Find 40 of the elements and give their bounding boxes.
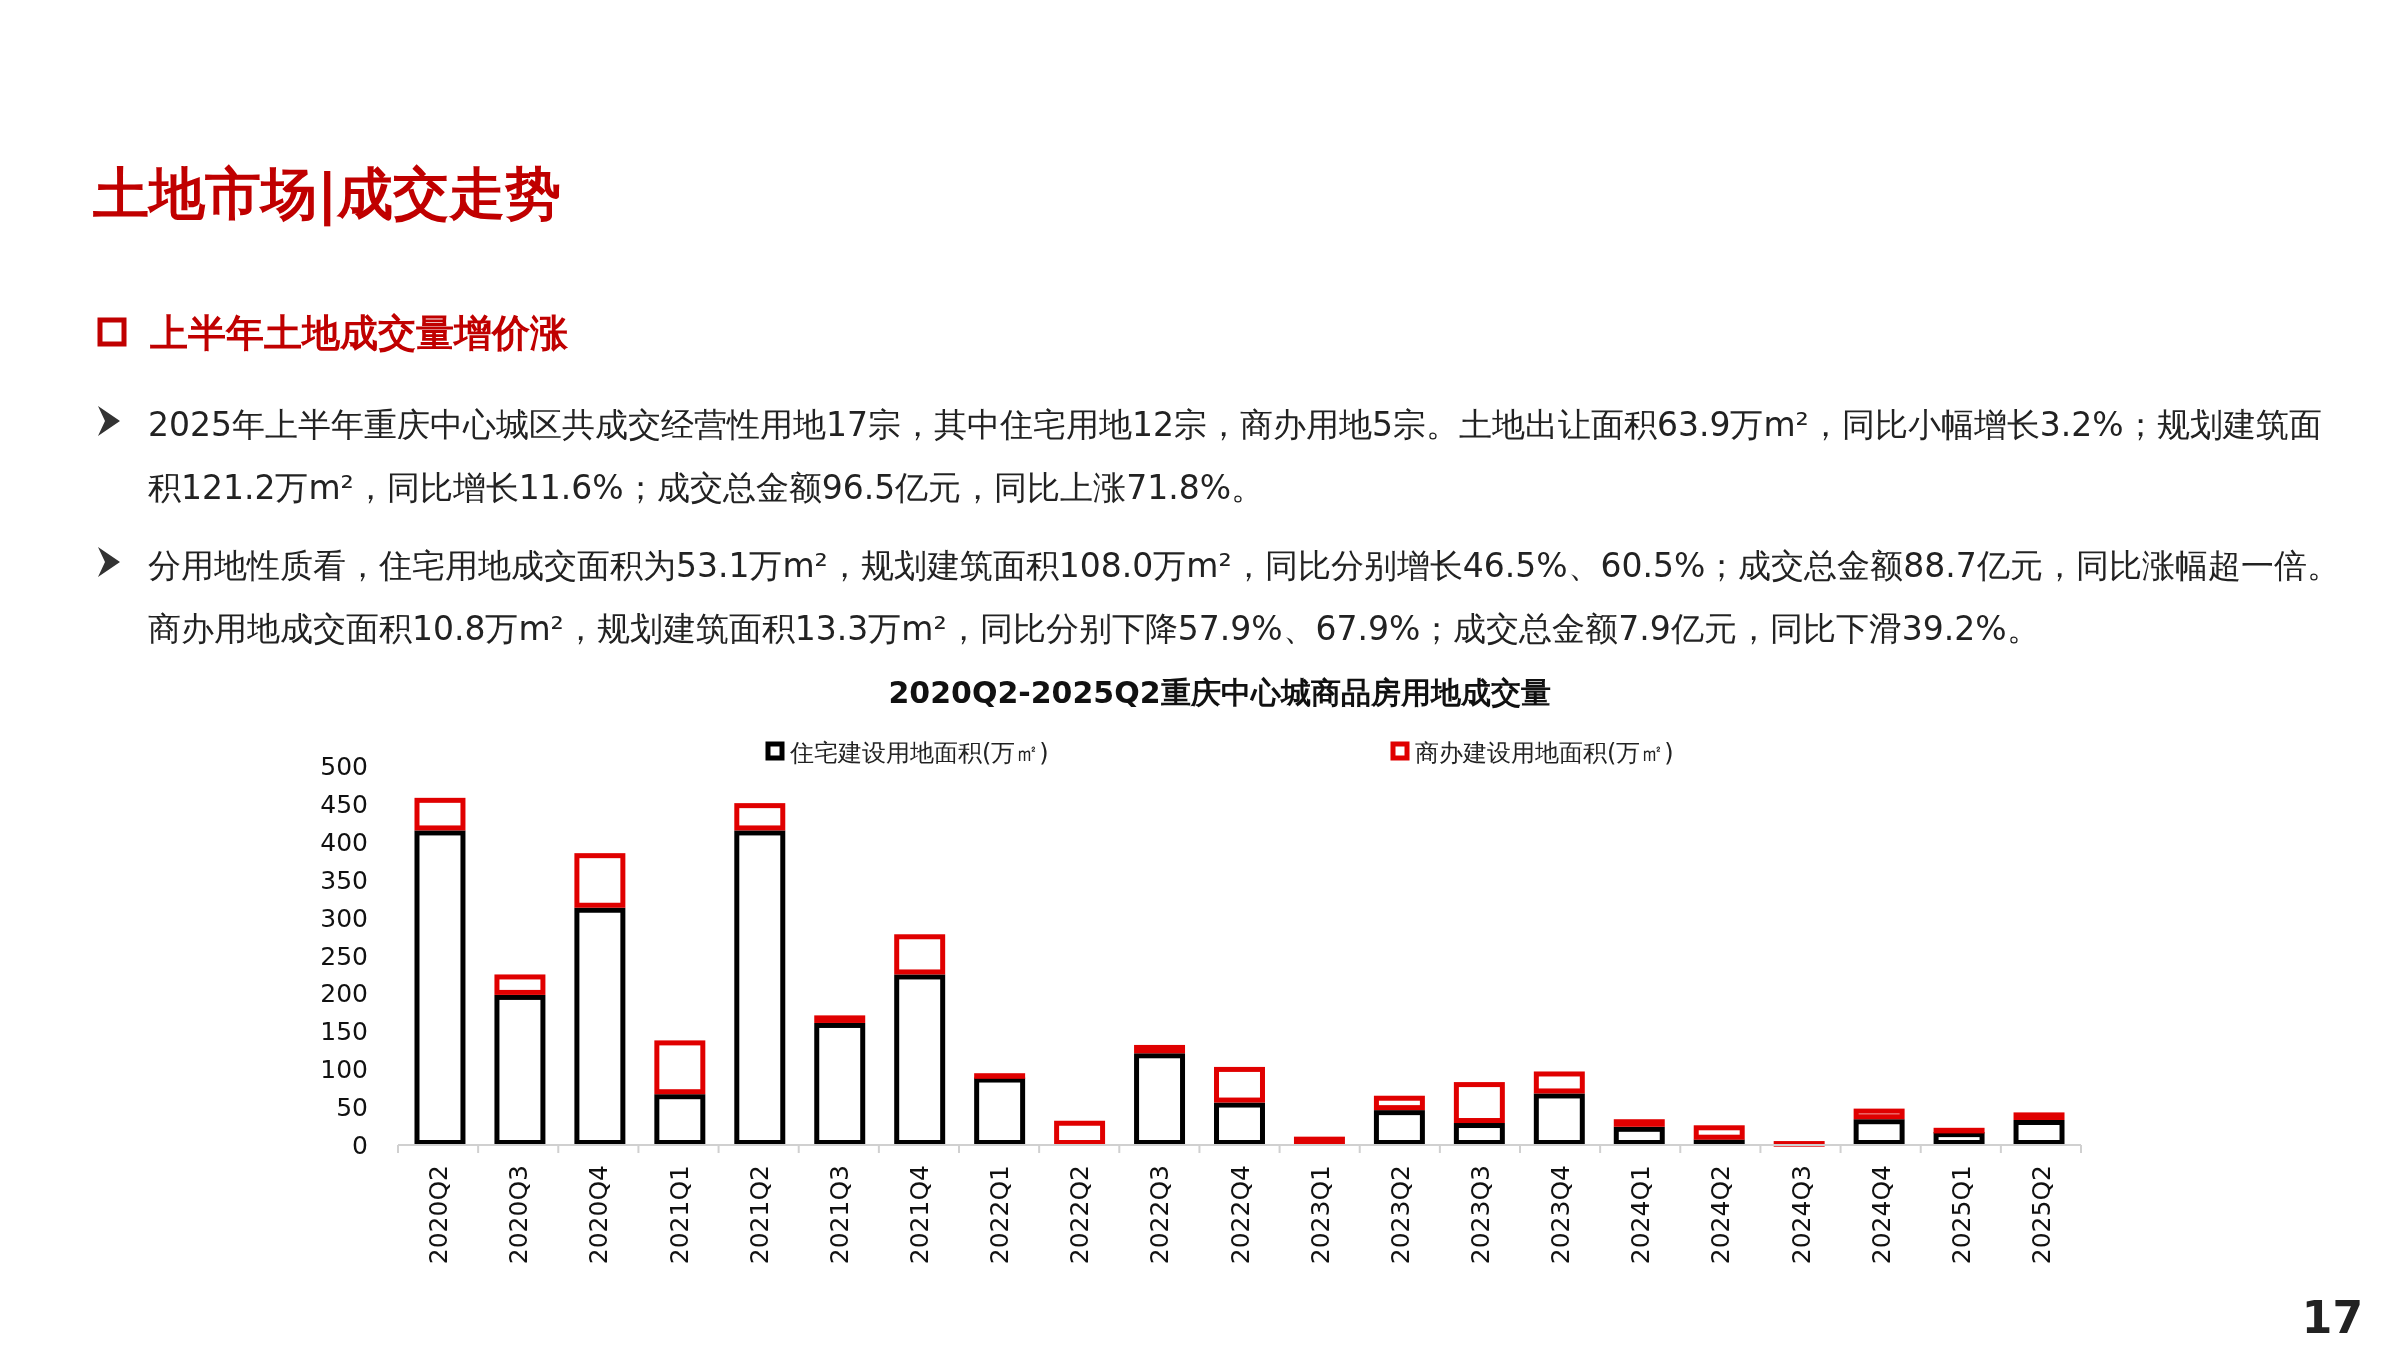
x-tick-label: 2021Q1 bbox=[664, 1165, 694, 1265]
y-tick-label: 300 bbox=[320, 903, 368, 933]
x-tick-label: 2022Q2 bbox=[1065, 1165, 1095, 1265]
x-tick-label: 2021Q2 bbox=[744, 1165, 774, 1265]
y-tick-label: 0 bbox=[352, 1131, 368, 1160]
x-tick-label: 2023Q1 bbox=[1305, 1165, 1335, 1265]
x-tick-label: 2025Q1 bbox=[1946, 1165, 1976, 1265]
y-tick-label: 50 bbox=[336, 1093, 368, 1123]
x-tick-label: 2021Q4 bbox=[904, 1165, 934, 1265]
legend-label: 商办建设用地面积(万㎡) bbox=[1415, 739, 1674, 767]
x-tick-label: 2023Q2 bbox=[1385, 1165, 1415, 1265]
y-tick-label: 350 bbox=[320, 865, 368, 895]
y-tick-label: 450 bbox=[320, 789, 368, 819]
y-tick-label: 200 bbox=[320, 979, 368, 1009]
x-tick-label: 2023Q4 bbox=[1546, 1165, 1576, 1265]
x-tick-label: 2020Q3 bbox=[504, 1165, 534, 1265]
y-tick-label: 150 bbox=[320, 1017, 368, 1047]
x-tick-label: 2022Q4 bbox=[1225, 1165, 1255, 1265]
x-tick-label: 2024Q3 bbox=[1786, 1165, 1816, 1265]
y-tick-label: 100 bbox=[320, 1055, 368, 1085]
y-tick-label: 500 bbox=[320, 752, 368, 781]
legend-label: 住宅建设用地面积(万㎡) bbox=[789, 739, 1049, 767]
x-tick-label: 2021Q3 bbox=[824, 1165, 854, 1265]
x-tick-label: 2024Q2 bbox=[1706, 1165, 1736, 1265]
y-tick-label: 400 bbox=[320, 827, 368, 857]
x-tick-label: 2025Q2 bbox=[2026, 1165, 2056, 1265]
text: 17 bbox=[2301, 1292, 2363, 1343]
text: 分用地性质看，住宅用地成交面积为53.1万m²，规划建筑面积108.0万m²，同比分别增长46.5%、60.5%；成交总金额88.7亿元，同比涨幅超一倍。商办用地成交面积10.8万m²，规划建筑面积13.3万m²，同比分别下降57.9%、67.9%；成交总金额7.9亿元，同比下滑39.2%。 bbox=[148, 545, 2341, 650]
x-tick-label: 2022Q3 bbox=[1145, 1165, 1175, 1265]
x-tick-label: 2023Q3 bbox=[1465, 1165, 1495, 1265]
x-tick-label: 2024Q1 bbox=[1626, 1165, 1656, 1265]
text: 2025年上半年重庆中心城区共成交经营性用地17宗，其中住宅用地12宗，商办用地5宗。土地出让面积63.9万m²，同比小幅增长3.2%；规划建筑面积121.2万m²，同比增长11.6%；成交总金额96.5亿元，同比上涨71.8%。 bbox=[148, 404, 2323, 509]
y-tick-label: 250 bbox=[320, 941, 368, 971]
text: 土地市场|成交走势 bbox=[93, 161, 562, 227]
text: 上半年土地成交量增价涨 bbox=[150, 311, 569, 355]
x-tick-label: 2024Q4 bbox=[1866, 1165, 1896, 1265]
x-tick-label: 2020Q2 bbox=[424, 1165, 454, 1265]
x-tick-label: 2020Q4 bbox=[584, 1165, 614, 1265]
chart-title: 2020Q2-2025Q2重庆中心城商品房用地成交量 bbox=[888, 675, 1551, 710]
x-tick-label: 2022Q1 bbox=[985, 1165, 1015, 1265]
